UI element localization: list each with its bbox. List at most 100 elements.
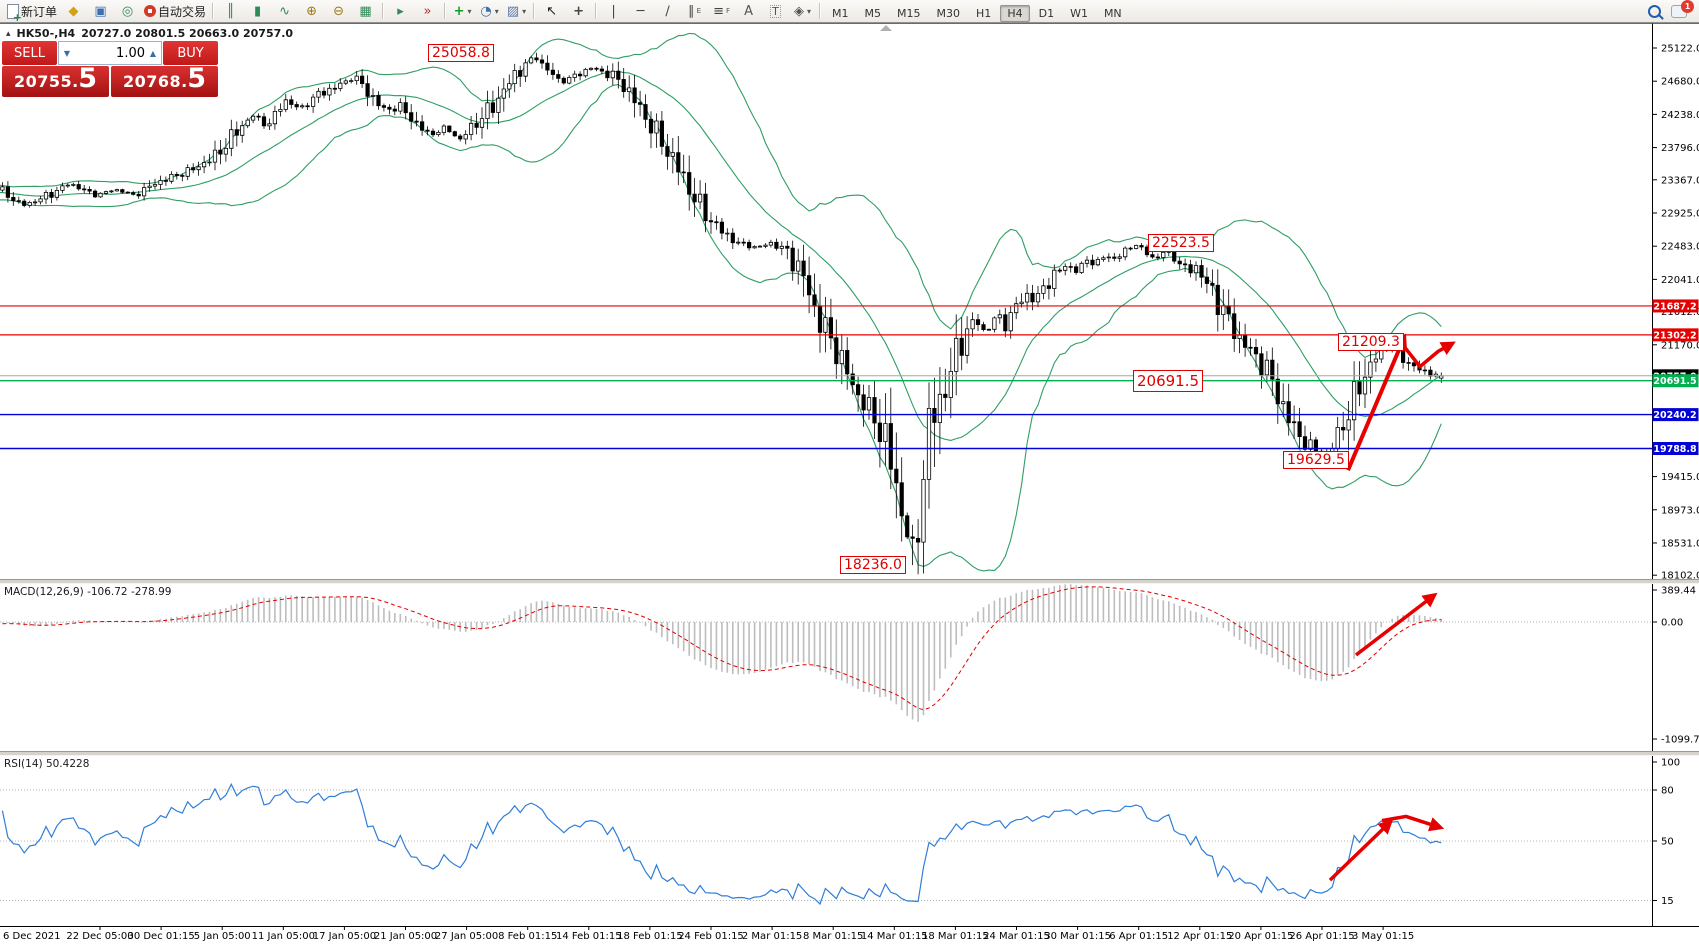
trend-arrow	[1381, 814, 1445, 832]
svg-text:25122.0: 25122.0	[1661, 44, 1699, 55]
search-icon[interactable]	[1648, 4, 1661, 18]
toolbar-separator	[212, 3, 215, 19]
svg-text:21612.0: 21612.0	[1661, 307, 1699, 318]
trend-arrow	[1354, 592, 1438, 657]
rsi-line	[1, 782, 1442, 906]
svg-text:100: 100	[1661, 758, 1680, 769]
one-click-toggle-icon[interactable]: ▴	[6, 28, 11, 39]
quotes-icon: ◆	[68, 3, 79, 19]
horizontal-level-lines[interactable]	[0, 305, 1652, 450]
svg-text:24680.0: 24680.0	[1661, 77, 1699, 88]
volume-down-button[interactable]: ▼	[63, 48, 71, 58]
svg-text:20691.5: 20691.5	[1653, 376, 1696, 387]
timeframe-M30[interactable]: M30	[936, 6, 961, 20]
volume-up-button[interactable]: ▲	[149, 48, 157, 58]
template-icon: ▨	[506, 3, 520, 19]
crosshair-icon: +	[573, 3, 584, 19]
svg-text:389.44: 389.44	[1661, 586, 1696, 597]
timeframe-D1[interactable]: D1	[1038, 6, 1055, 20]
new-order-button[interactable]: 新订单	[4, 2, 60, 23]
crosshair-tool-button[interactable]: +	[565, 2, 592, 21]
svg-text:21 Jan 05:00: 21 Jan 05:00	[374, 931, 437, 942]
auto-scroll-button[interactable]: ▸	[387, 2, 414, 21]
horizontal-line-tool-button[interactable]: ─	[627, 2, 654, 21]
toolbar-separator	[382, 3, 385, 19]
quotes-button[interactable]: ◆	[60, 2, 87, 21]
svg-text:27 Jan 05:00: 27 Jan 05:00	[435, 931, 498, 942]
channel-tool-button[interactable]: ∥ E	[688, 3, 701, 19]
text-tool-button[interactable]: A	[735, 2, 762, 21]
vertical-line-tool-button[interactable]: |	[600, 2, 627, 21]
sell-button[interactable]: SELL	[2, 41, 57, 65]
clock-icon: ◔	[480, 3, 492, 19]
fibonacci-tool-button[interactable]: ≡ F	[713, 3, 730, 19]
periods-button[interactable]: ◔ ▾	[476, 2, 503, 21]
templates-button[interactable]: ▨ ▾	[503, 2, 530, 21]
bar-chart-icon: ║	[226, 3, 235, 19]
price-annotation[interactable]: 22523.5	[1148, 234, 1214, 253]
svg-text:18973.0: 18973.0	[1661, 505, 1699, 516]
candlestick-chart-button[interactable]: ▮	[244, 2, 271, 21]
sell-price-button[interactable]: 20755. 5	[2, 63, 109, 97]
volume-control: ▼ ▲	[58, 41, 162, 65]
svg-text:24238.0: 24238.0	[1661, 110, 1699, 121]
toolbar-separator	[444, 3, 447, 19]
zoom-out-button[interactable]: ⊖	[325, 2, 352, 21]
panel-collapse-icon	[880, 25, 892, 31]
svg-text:8 Feb 01:15: 8 Feb 01:15	[498, 931, 557, 942]
price-annotation[interactable]: 20691.5	[1133, 369, 1204, 392]
buy-price-button[interactable]: 20768. 5	[111, 65, 218, 97]
svg-text:-1099.78: -1099.78	[1661, 734, 1699, 745]
chat-icon[interactable]: 1	[1671, 0, 1694, 18]
bar-chart-button[interactable]: ║	[217, 2, 244, 21]
rsi-indicator	[0, 782, 1652, 906]
price-annotation[interactable]: 18236.0	[840, 556, 906, 575]
svg-text:15: 15	[1661, 896, 1674, 907]
timeframe-W1[interactable]: W1	[1070, 6, 1088, 20]
zoom-in-button[interactable]: ⊕	[298, 2, 325, 21]
svg-text:14 Mar 01:15: 14 Mar 01:15	[861, 931, 928, 942]
market-watch-button[interactable]: ▣	[87, 2, 114, 21]
svg-text:20 Apr 01:15: 20 Apr 01:15	[1228, 931, 1293, 942]
macd-indicator	[0, 584, 1652, 722]
volume-input[interactable]	[73, 44, 147, 62]
main-toolbar: 新订单 ◆ ▣ ◎ 自动交易 ║ ▮ ∿ ⊕ ⊖ ▦ ▸ » +▾ ◔▾ ▨▾ …	[0, 0, 1699, 23]
timeframe-MN[interactable]: MN	[1103, 6, 1122, 20]
chevron-down-icon: ▾	[807, 6, 812, 16]
cursor-tool-button[interactable]: ↖	[538, 2, 565, 21]
signals-button[interactable]: ◎	[114, 2, 141, 21]
axis-price-label: 21302.2	[1652, 328, 1699, 342]
price-annotation[interactable]: 19629.5	[1283, 451, 1349, 470]
chart-shift-button[interactable]: »	[414, 2, 441, 21]
timeframe-M15[interactable]: M15	[897, 6, 921, 20]
price-annotation[interactable]: 25058.8	[428, 43, 494, 62]
timeframe-M5[interactable]: M5	[864, 6, 882, 20]
indicators-button[interactable]: + ▾	[449, 2, 476, 21]
drawn-arrows[interactable]	[1328, 333, 1456, 882]
chevron-down-icon: ▾	[467, 6, 472, 16]
timeframe-H1[interactable]: H1	[976, 6, 992, 20]
svg-text:18531.0: 18531.0	[1661, 538, 1699, 549]
svg-text:18 Feb 01:15: 18 Feb 01:15	[617, 931, 683, 942]
svg-text:22 Dec 05:00: 22 Dec 05:00	[66, 931, 133, 942]
notification-badge: 1	[1681, 0, 1694, 13]
vertical-line-icon: |	[611, 3, 616, 19]
market-watch-icon: ▣	[94, 3, 107, 19]
sell-price-fraction: 5	[78, 63, 98, 94]
algo-trading-button[interactable]: 自动交易	[141, 2, 209, 21]
rsi-panel-separator[interactable]	[0, 751, 1699, 756]
line-chart-button[interactable]: ∿	[271, 2, 298, 21]
price-annotation[interactable]: 21209.3	[1338, 332, 1404, 351]
macd-panel-separator[interactable]	[0, 579, 1699, 584]
shapes-tool-button[interactable]: ◈ ▾	[789, 2, 816, 21]
trendline-tool-button[interactable]: ∕	[654, 2, 681, 21]
tile-windows-button[interactable]: ▦	[352, 2, 379, 21]
svg-text:26 Apr 01:15: 26 Apr 01:15	[1289, 931, 1354, 942]
symbol-period: HK50-,H4	[16, 27, 76, 40]
text-label-tool-button[interactable]: T	[762, 2, 789, 21]
timeframe-H4[interactable]: H4	[1000, 4, 1030, 22]
buy-button[interactable]: BUY	[163, 41, 218, 65]
timeframe-M1[interactable]: M1	[832, 6, 849, 20]
toolbar-separator	[595, 3, 598, 19]
